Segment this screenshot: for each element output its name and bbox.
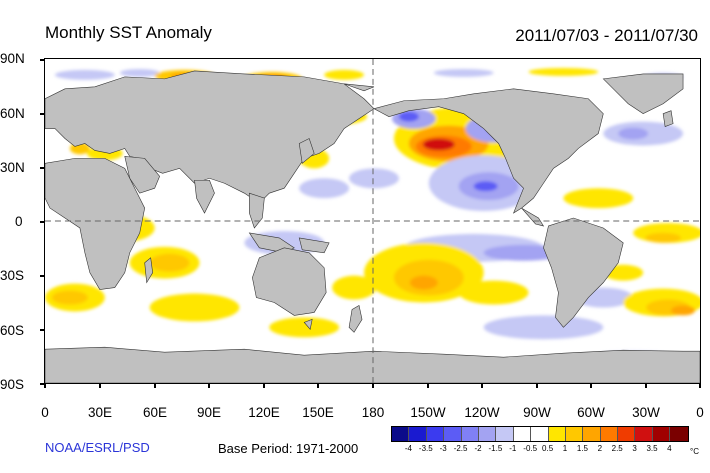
lon-label-0: 0 bbox=[41, 405, 49, 420]
colorbar-unit: °C bbox=[690, 447, 699, 456]
lat-label-90n: 90N bbox=[0, 51, 25, 66]
lon-tick bbox=[263, 383, 265, 388]
colorbar-swatch bbox=[496, 427, 514, 441]
lon-label-60e: 60E bbox=[142, 405, 168, 420]
lon-tick bbox=[481, 383, 483, 388]
colorbar-tick-label: 1.5 bbox=[576, 444, 588, 453]
lon-tick bbox=[536, 383, 538, 388]
lat-label-eq: 0 bbox=[15, 214, 23, 229]
colorbar-tick-label: -2 bbox=[474, 444, 482, 453]
colorbar-tick-label: -2.5 bbox=[453, 444, 468, 453]
colorbar-tick-label: -1.5 bbox=[488, 444, 503, 453]
lat-label-60n: 60N bbox=[0, 106, 25, 121]
colorbar-swatch bbox=[670, 427, 688, 441]
lon-label-60w: 60W bbox=[577, 405, 605, 420]
colorbar-tick-label: 4 bbox=[667, 444, 672, 453]
lon-tick bbox=[154, 383, 156, 388]
colorbar-tick-label: -3.5 bbox=[418, 444, 433, 453]
colorbar-tick-label: 1 bbox=[562, 444, 568, 453]
colorbar-tick-label: 3 bbox=[632, 444, 637, 453]
lat-tick bbox=[40, 383, 45, 385]
lat-label-60s: 60S bbox=[0, 323, 25, 338]
lon-tick bbox=[372, 383, 374, 388]
colorbar-swatch bbox=[461, 427, 479, 441]
colorbar-swatch bbox=[583, 427, 601, 441]
lon-tick bbox=[44, 383, 46, 388]
colorbar-swatch bbox=[409, 427, 427, 441]
date-range: 2011/07/03 - 2011/07/30 bbox=[515, 26, 698, 45]
lon-label-90w: 90W bbox=[523, 405, 551, 420]
lon-label-150w: 150W bbox=[410, 405, 446, 420]
lon-label-180: 180 bbox=[361, 405, 385, 420]
lon-tick bbox=[590, 383, 592, 388]
colorbar-tick-label: 2 bbox=[597, 444, 603, 453]
colorbar-tick-label: -4 bbox=[404, 444, 412, 453]
land-masses bbox=[45, 70, 700, 383]
colorbar-swatch bbox=[600, 427, 619, 441]
lat-tick bbox=[40, 329, 45, 331]
colorbar-swatch bbox=[635, 427, 653, 441]
colorbar-tick-label: -1 bbox=[509, 444, 517, 453]
lon-tick bbox=[208, 383, 210, 388]
colorbar-tick-label: 2.5 bbox=[611, 444, 623, 453]
lon-label-90e: 90E bbox=[196, 405, 222, 420]
colorbar-tick-label: -3 bbox=[439, 444, 447, 453]
colorbar-swatch bbox=[426, 427, 445, 441]
lat-label-30s: 30S bbox=[0, 268, 25, 283]
lon-label-120w: 120W bbox=[464, 405, 500, 420]
lon-tick bbox=[699, 383, 701, 388]
colorbar-legend bbox=[391, 426, 689, 442]
credit-text: NOAA/ESRL/PSD bbox=[45, 440, 150, 455]
lat-label-90s: 90S bbox=[0, 377, 25, 392]
lat-tick bbox=[40, 59, 45, 61]
lon-tick bbox=[317, 383, 319, 388]
colorbar-swatch bbox=[548, 427, 566, 441]
lon-tick bbox=[99, 383, 101, 388]
lat-tick bbox=[40, 113, 45, 115]
colorbar-swatch bbox=[531, 427, 549, 441]
colorbar-tick-label: 0.5 bbox=[542, 444, 554, 453]
map-canvas bbox=[45, 59, 700, 383]
map-title: Monthly SST Anomaly bbox=[45, 23, 212, 42]
lon-label-150e: 150E bbox=[302, 405, 334, 420]
lat-label-30n: 30N bbox=[0, 160, 25, 175]
colorbar-swatch bbox=[513, 427, 532, 441]
colorbar-swatch bbox=[652, 427, 671, 441]
colorbar-swatch bbox=[565, 427, 584, 441]
lon-label-120e: 120E bbox=[248, 405, 280, 420]
lat-tick bbox=[40, 275, 45, 277]
sst-anomaly-map bbox=[44, 58, 701, 384]
colorbar-tick-label: 3.5 bbox=[646, 444, 658, 453]
colorbar-swatch bbox=[478, 427, 497, 441]
base-period: Base Period: 1971-2000 bbox=[218, 441, 359, 456]
lon-tick bbox=[645, 383, 647, 388]
lat-tick bbox=[40, 167, 45, 169]
colorbar-swatch bbox=[618, 427, 636, 441]
colorbar-swatch bbox=[392, 427, 410, 441]
lon-label-30w: 30W bbox=[632, 405, 660, 420]
lon-label-0-east: 0 bbox=[696, 405, 704, 420]
colorbar-labels: -4 -3.5 -3 -2.5 -2 -1.5 -1 -0.5 0.5 1 1.5 2 2.5 3 3.5 4 bbox=[391, 444, 701, 456]
lat-tick bbox=[40, 221, 45, 223]
lon-tick bbox=[427, 383, 429, 388]
colorbar-swatch bbox=[444, 427, 462, 441]
colorbar-tick-label: -0.5 bbox=[523, 444, 538, 453]
lon-label-30e: 30E bbox=[87, 405, 113, 420]
